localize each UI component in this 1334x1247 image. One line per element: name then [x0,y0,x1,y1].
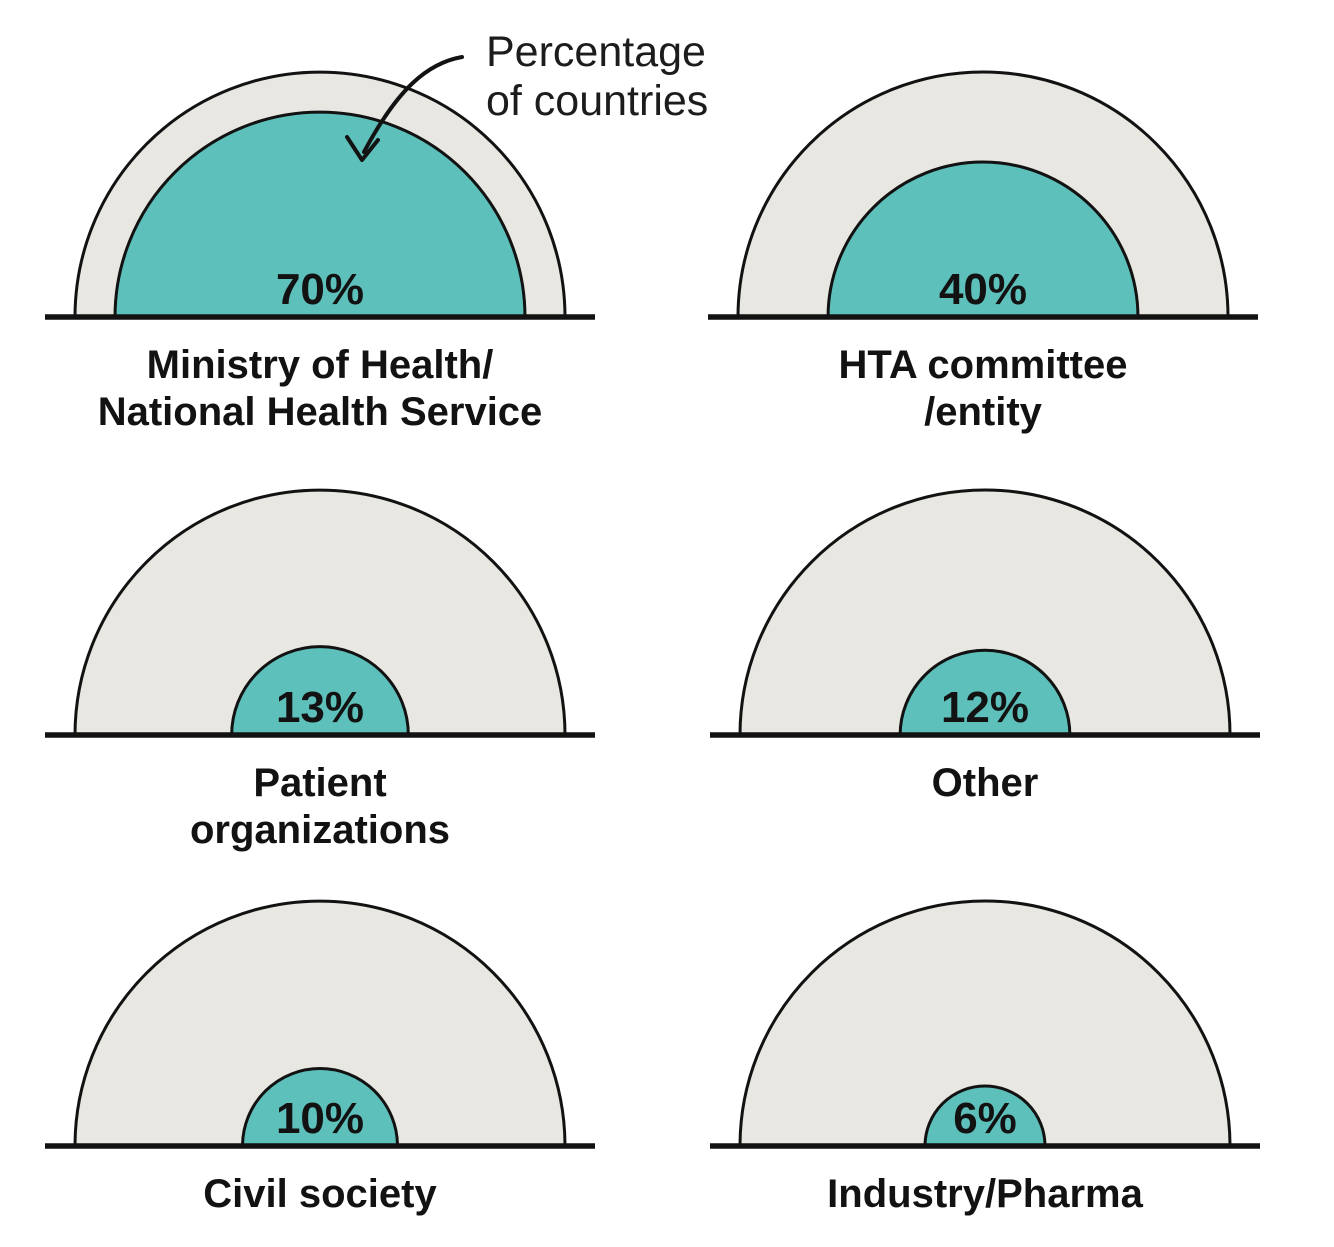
category-label-line: HTA committee [839,343,1128,387]
category-label-line: Other [932,761,1039,805]
category-label-line: Industry/Pharma [827,1172,1143,1216]
outer-semicircle [738,488,1232,737]
category-label-line: organizations [190,808,450,852]
annotation-arrow-curve [362,55,464,154]
outer-semicircle [738,899,1232,1148]
annotation-text-line1: Percentage [486,28,706,76]
category-label-line: National Health Service [98,390,543,434]
chart-hta-committee-entity: 40% HTA committee/entity [708,70,1258,434]
inner-semicircle [113,110,527,319]
chart-other: 12% Other [710,488,1260,805]
percent-label: 40% [939,265,1027,314]
annotation-arrowhead-icon [345,135,380,162]
percent-label: 70% [276,265,364,314]
category-label-line: Patient [253,761,386,805]
inner-semicircle [241,1067,399,1148]
charts-layer: 70% Ministry of Health/National Health Se… [45,70,1260,1216]
annotation-text-line2: of countries [486,77,708,125]
inner-semicircle [230,645,410,737]
percent-label: 12% [941,683,1029,732]
category-label-line: Civil society [203,1172,437,1216]
percent-label: 13% [276,683,364,732]
chart-ministry-of-health-national-health-service: 70% Ministry of Health/National Health Se… [45,70,595,434]
outer-semicircle [73,488,567,737]
percent-label: 10% [276,1094,364,1143]
chart-industry-pharma: 6% Industry/Pharma [710,899,1260,1216]
inner-semicircle [923,1084,1047,1148]
outer-semicircle [73,899,567,1148]
inner-semicircle [826,161,1140,319]
chart-civil-society: 10% Civil society [45,899,595,1216]
percent-label: 6% [953,1094,1017,1143]
inner-semicircle [898,649,1072,737]
annotation-callout: Percentage of countries [345,28,708,162]
category-label-line: /entity [924,390,1043,434]
category-label-line: Ministry of Health/ [147,343,494,387]
